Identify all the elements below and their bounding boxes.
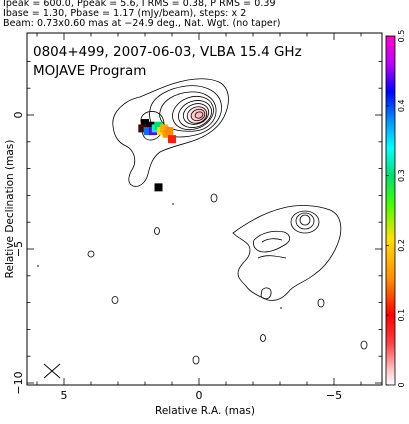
beam-marker — [43, 363, 61, 379]
contour-extended-4 — [257, 255, 287, 259]
contour-secondary-2 — [295, 212, 315, 230]
contour-extended-3 — [261, 238, 283, 243]
outer-contour-core — [112, 78, 229, 187]
y-tick-label: −10 — [12, 371, 25, 394]
contour-layer — [37, 78, 368, 365]
plot-frame — [26, 32, 383, 386]
outer-contour-extended — [232, 205, 342, 301]
colorbar-ticks: 0 0.1 0.2 0.3 0.4 0.5 — [386, 30, 406, 388]
contour-secondary-1 — [290, 210, 320, 234]
contour-blob-7 — [360, 340, 368, 350]
polarization-pixel — [159, 124, 168, 133]
contour-core-5 — [178, 100, 212, 128]
colorbar-tick-label: 0.4 — [397, 99, 406, 112]
x-tick-label: −5 — [326, 389, 342, 402]
x-axis-label: Relative R.A. (mas) — [155, 405, 255, 417]
x-tick-label: 5 — [61, 389, 68, 402]
polarization-pixel — [138, 124, 147, 133]
polarization-pixel — [165, 127, 174, 136]
axis-tick-labels: 5 0 −5 0 −5 −10 — [12, 112, 342, 403]
colorbar — [385, 35, 396, 386]
noise-dot — [280, 307, 282, 309]
noise-dot — [37, 265, 39, 267]
header-line-1: Ipeak = 600.0, Ppeak = 5.6, I RMS = 0.38… — [3, 0, 276, 9]
contour-core-4 — [172, 95, 214, 131]
polarization-pixel — [143, 127, 152, 136]
y-tick-label: 0 — [12, 112, 25, 119]
colorbar-tick-label: 0.1 — [397, 309, 406, 322]
chart-subtitle: MOJAVE Program — [33, 63, 146, 79]
y-tick-label: −5 — [12, 241, 25, 257]
y-axis-label: Relative Declination (mas) — [4, 140, 16, 279]
polarization-pixel — [141, 119, 149, 128]
contour-core-3 — [159, 91, 217, 132]
contour-core-8 — [190, 108, 206, 122]
contour-extended-2 — [253, 230, 290, 253]
contour-blob-6 — [192, 355, 200, 365]
colorbar-tick-label: 0.2 — [397, 239, 406, 252]
contour-blob-3 — [87, 250, 95, 258]
axis-ticks — [27, 33, 382, 385]
contour-blob-1 — [210, 193, 218, 203]
contour-core-9 — [194, 111, 204, 119]
contour-secondary-3 — [299, 214, 311, 226]
colorbar-tick-label: 0 — [397, 382, 406, 387]
noise-dot — [172, 203, 174, 205]
polarization-pixel — [168, 135, 176, 144]
polarization-pixel — [154, 121, 163, 130]
polarization-pixel — [146, 121, 155, 130]
contour-blob-4 — [111, 296, 119, 304]
colorbar-tick-label: 0.5 — [397, 30, 406, 43]
contour-blob-5 — [260, 334, 266, 342]
header-line-2: Ibase = 1.30, Pbase = 1.17 (mJy/beam), s… — [3, 8, 247, 19]
header-line-3: Beam: 0.73x0.60 mas at −24.9 deg., Nat. … — [3, 18, 281, 29]
polarization-pixel — [154, 183, 163, 192]
colorbar-tick-label: 0.3 — [397, 169, 406, 182]
chart-title: 0804+499, 2007-06-03, VLBA 15.4 GHz — [33, 44, 302, 60]
contour-extended-5 — [260, 287, 272, 300]
contour-core-6 — [182, 103, 210, 125]
polarization-pixels — [138, 119, 176, 192]
contour-core-7 — [186, 106, 208, 124]
contour-blob-2 — [154, 227, 160, 235]
contour-blob-extended-south — [317, 298, 325, 308]
x-tick-label: 0 — [196, 389, 203, 402]
